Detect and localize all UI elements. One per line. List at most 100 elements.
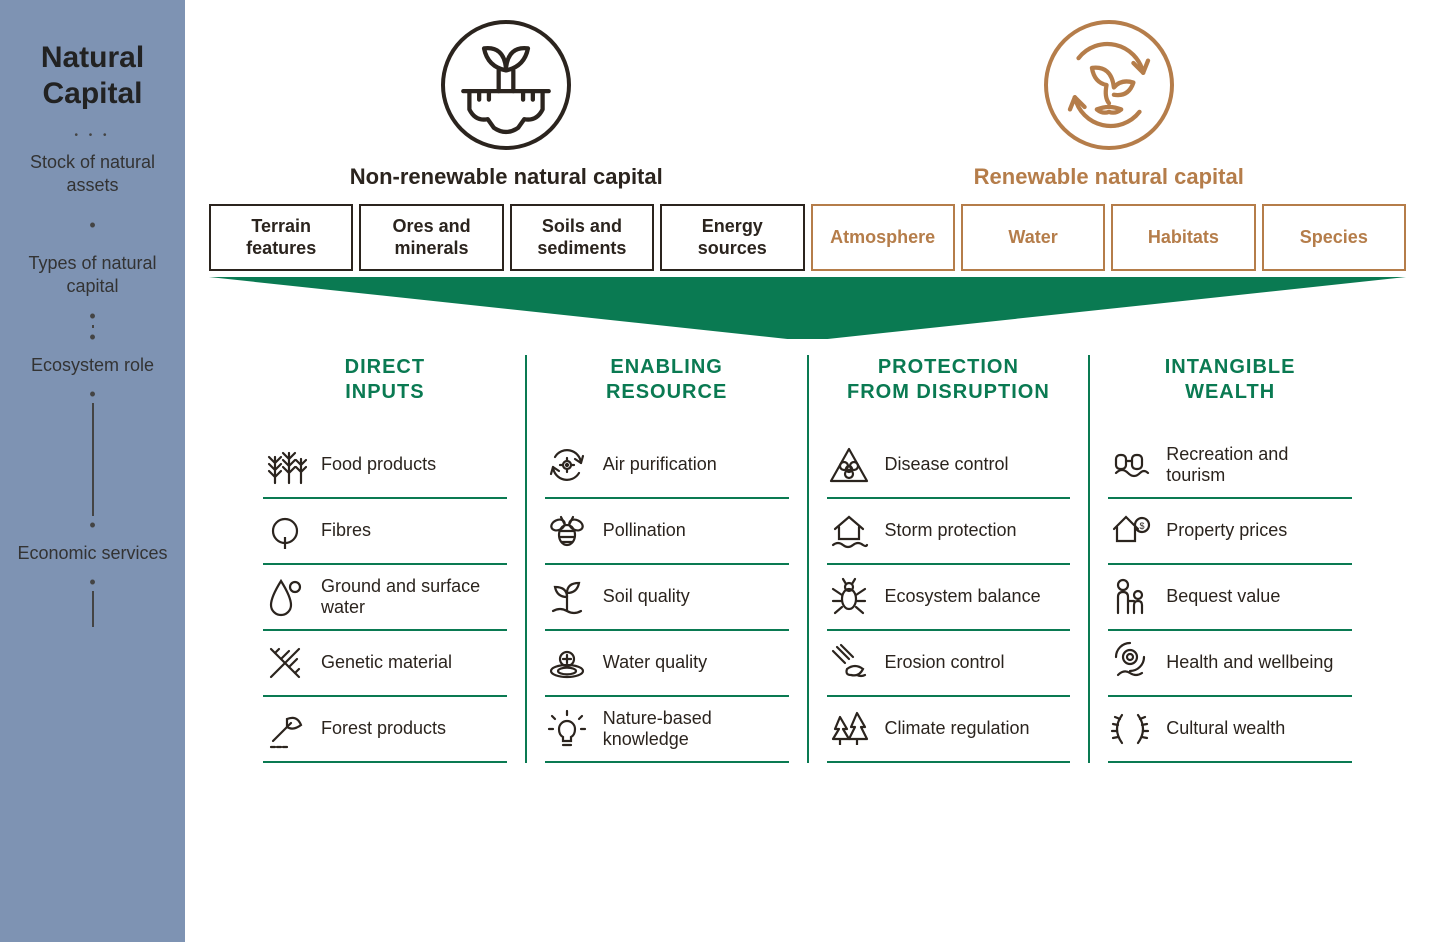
sidebar-title-line2: Capital [42, 77, 142, 110]
service-item: Climate regulation [827, 697, 1071, 763]
bee-icon [545, 509, 589, 553]
service-label: Air purification [603, 454, 717, 476]
sidebar-label-ecosystem: Ecosystem role [12, 354, 173, 377]
service-heading: PROTECTIONFROM DISRUPTION [827, 355, 1071, 415]
service-item: Food products [263, 433, 507, 499]
dna-icon [263, 641, 307, 685]
house-price-icon [1108, 509, 1152, 553]
sprout-icon [545, 575, 589, 619]
type-species: Species [1262, 204, 1406, 271]
service-label: Ecosystem balance [885, 586, 1041, 608]
types-row: Terrain features Ores and minerals Soils… [205, 204, 1410, 271]
wheat-icon [263, 443, 307, 487]
service-item: Disease control [827, 433, 1071, 499]
sidebar-connector: • [89, 328, 95, 346]
sidebar-connector: • [89, 573, 95, 591]
air-cycle-icon [545, 443, 589, 487]
type-energy: Energy sources [660, 204, 804, 271]
sidebar-dots: • • • [12, 130, 173, 141]
service-heading: INTANGIBLEWEALTH [1108, 355, 1352, 415]
service-label: Ground and surface water [321, 576, 507, 619]
service-label: Pollination [603, 520, 686, 542]
service-label: Recreation and tourism [1166, 444, 1352, 487]
service-item: Health and wellbeing [1108, 631, 1352, 697]
renewable-column: Renewable natural capital [808, 20, 1411, 200]
type-ores: Ores and minerals [359, 204, 503, 271]
type-water: Water [961, 204, 1105, 271]
service-item: Ecosystem balance [827, 565, 1071, 631]
service-label: Disease control [885, 454, 1009, 476]
renewable-title: Renewable natural capital [974, 164, 1244, 190]
funnel [205, 277, 1410, 347]
binoculars-icon [1108, 443, 1152, 487]
type-soils: Soils and sediments [510, 204, 654, 271]
sidebar: Natural Capital • • • Stock of natural a… [0, 0, 185, 942]
biohazard-icon [827, 443, 871, 487]
droplet-icon [263, 575, 307, 619]
lightbulb-icon [545, 707, 589, 751]
service-label: Nature-based knowledge [603, 708, 789, 751]
service-column: INTANGIBLEWEALTH Recreation and tourism Pr… [1090, 355, 1370, 763]
service-column: PROTECTIONFROM DISRUPTION Disease control… [809, 355, 1091, 763]
house-flood-icon [827, 509, 871, 553]
sidebar-label-types: Types of natural capital [12, 252, 173, 299]
type-terrain: Terrain features [209, 204, 353, 271]
stock-row: Non-renewable natural capital Renewable … [205, 20, 1410, 200]
tree-icon [263, 509, 307, 553]
service-label: Property prices [1166, 520, 1287, 542]
service-label: Storm protection [885, 520, 1017, 542]
water-ripple-icon [545, 641, 589, 685]
sidebar-connector: • [12, 216, 173, 234]
nonrenewable-title: Non-renewable natural capital [350, 164, 663, 190]
service-label: Water quality [603, 652, 707, 674]
erosion-icon [827, 641, 871, 685]
forest-icon [827, 707, 871, 751]
service-label: Bequest value [1166, 586, 1280, 608]
service-item: Forest products [263, 697, 507, 763]
sidebar-connector: • [89, 307, 95, 325]
service-item: Recreation and tourism [1108, 433, 1352, 499]
service-label: Climate regulation [885, 718, 1030, 740]
service-item: Property prices [1108, 499, 1352, 565]
main-panel: Non-renewable natural capital Renewable … [185, 0, 1430, 942]
sidebar-connector: • [89, 516, 95, 534]
sidebar-label-economic: Economic services [12, 542, 173, 565]
service-item: Water quality [545, 631, 789, 697]
service-item: Genetic material [263, 631, 507, 697]
service-item: Cultural wealth [1108, 697, 1352, 763]
type-habitats: Habitats [1111, 204, 1255, 271]
service-item: Fibres [263, 499, 507, 565]
sidebar-title: Natural Capital [12, 40, 173, 112]
axe-icon [263, 707, 307, 751]
service-label: Soil quality [603, 586, 690, 608]
service-label: Cultural wealth [1166, 718, 1285, 740]
service-item: Storm protection [827, 499, 1071, 565]
type-atmosphere: Atmosphere [811, 204, 955, 271]
service-item: Nature-based knowledge [545, 697, 789, 763]
service-label: Erosion control [885, 652, 1005, 674]
laurel-icon [1108, 707, 1152, 751]
service-item: Pollination [545, 499, 789, 565]
renewable-icon [1044, 20, 1174, 150]
sidebar-label-stock: Stock of natural assets [12, 151, 173, 198]
service-label: Forest products [321, 718, 446, 740]
service-item: Ground and surface water [263, 565, 507, 631]
service-item: Erosion control [827, 631, 1071, 697]
sidebar-connector: • [89, 385, 95, 403]
nonrenewable-column: Non-renewable natural capital [205, 20, 808, 200]
service-item: Bequest value [1108, 565, 1352, 631]
service-column: ENABLINGRESOURCEAir purificationPollinat… [527, 355, 809, 763]
service-column: DIRECTINPUTS Food products Fibres Ground an… [245, 355, 527, 763]
wellbeing-icon [1108, 641, 1152, 685]
sidebar-title-line1: Natural [41, 41, 144, 74]
services-grid: DIRECTINPUTS Food products Fibres Ground an… [205, 355, 1410, 763]
bug-icon [827, 575, 871, 619]
service-label: Genetic material [321, 652, 452, 674]
service-heading: DIRECTINPUTS [263, 355, 507, 415]
service-label: Health and wellbeing [1166, 652, 1333, 674]
service-item: Soil quality [545, 565, 789, 631]
service-item: Air purification [545, 433, 789, 499]
service-label: Fibres [321, 520, 371, 542]
family-icon [1108, 575, 1152, 619]
nonrenewable-icon [441, 20, 571, 150]
